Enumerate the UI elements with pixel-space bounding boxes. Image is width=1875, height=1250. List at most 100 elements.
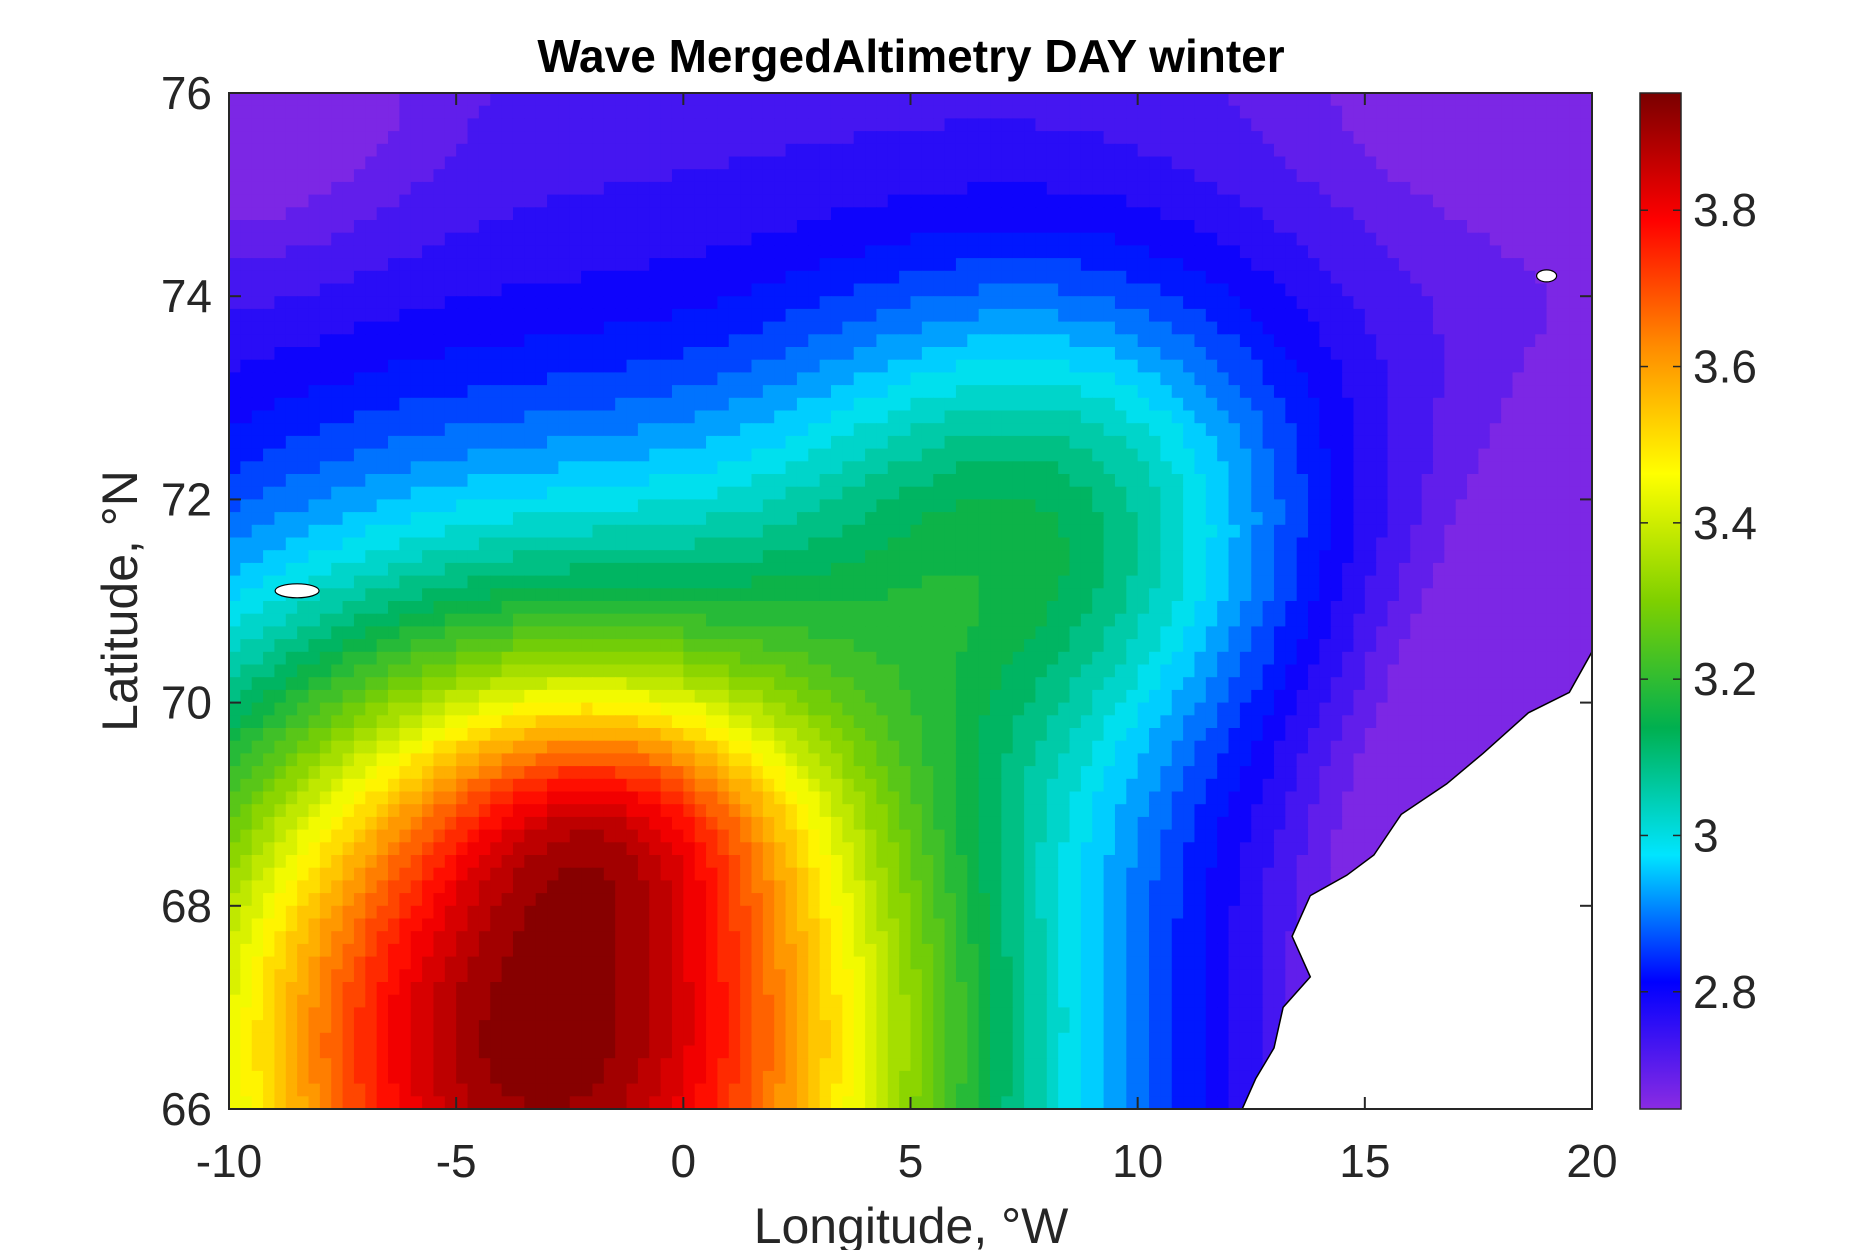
field-cell bbox=[433, 461, 446, 475]
field-cell bbox=[933, 169, 946, 183]
field-cell bbox=[490, 562, 503, 577]
field-cell bbox=[1512, 588, 1525, 602]
field-cell bbox=[1251, 499, 1264, 513]
field-cell bbox=[240, 499, 253, 513]
field-cell bbox=[1183, 245, 1196, 259]
field-cell bbox=[1444, 118, 1457, 132]
field-cell bbox=[1217, 308, 1230, 323]
field-cell bbox=[865, 499, 878, 513]
field-cell bbox=[1058, 537, 1071, 551]
field-cell bbox=[694, 474, 707, 488]
field-cell bbox=[1398, 232, 1411, 246]
field-cell bbox=[285, 613, 298, 627]
field-cell bbox=[865, 194, 878, 208]
field-cell bbox=[478, 105, 491, 119]
field-cell bbox=[1569, 270, 1582, 285]
field-cell bbox=[1557, 169, 1570, 183]
field-cell bbox=[1580, 385, 1592, 399]
field-cell bbox=[1444, 270, 1457, 285]
field-cell bbox=[1262, 474, 1275, 488]
field-cell bbox=[808, 105, 821, 119]
field-cell bbox=[876, 321, 889, 335]
field-cell bbox=[1183, 270, 1196, 285]
field-cell bbox=[467, 397, 480, 412]
field-cell bbox=[955, 601, 968, 615]
field-cell bbox=[342, 181, 355, 196]
field-cell bbox=[1489, 601, 1502, 615]
field-cell bbox=[1398, 181, 1411, 196]
field-cell bbox=[1001, 207, 1014, 221]
field-cell bbox=[978, 512, 991, 526]
field-cell bbox=[1092, 347, 1105, 361]
field-cell bbox=[1421, 283, 1434, 297]
field-cell bbox=[1523, 550, 1536, 564]
field-cell bbox=[1455, 131, 1468, 145]
field-cell bbox=[1467, 448, 1480, 462]
field-cell bbox=[1239, 194, 1252, 208]
field-cell bbox=[944, 359, 957, 373]
field-cell bbox=[683, 537, 696, 551]
field-cell bbox=[660, 220, 673, 234]
field-cell bbox=[547, 245, 559, 259]
field-cell bbox=[887, 423, 900, 437]
field-cell bbox=[717, 181, 730, 196]
field-cell bbox=[615, 232, 628, 246]
field-cell bbox=[785, 474, 798, 488]
field-cell bbox=[1024, 321, 1037, 335]
field-cell bbox=[1080, 562, 1093, 577]
field-cell bbox=[842, 321, 855, 335]
field-cell bbox=[1262, 524, 1275, 539]
field-cell bbox=[399, 181, 412, 196]
field-cell bbox=[865, 448, 878, 462]
field-cell bbox=[660, 499, 673, 513]
field-cell bbox=[1149, 435, 1161, 450]
field-cell bbox=[388, 461, 400, 475]
field-cell bbox=[967, 486, 980, 500]
field-cell bbox=[1444, 232, 1457, 246]
field-cell bbox=[615, 562, 628, 577]
field-cell bbox=[1171, 562, 1184, 577]
field-cell bbox=[1171, 448, 1184, 462]
field-cell bbox=[819, 499, 832, 513]
field-cell bbox=[1353, 486, 1366, 500]
field-cell bbox=[1478, 131, 1491, 145]
field-cell bbox=[865, 613, 878, 627]
field-cell bbox=[910, 613, 923, 627]
field-cell bbox=[603, 270, 616, 285]
field-cell bbox=[671, 550, 684, 564]
field-cell bbox=[1058, 220, 1071, 234]
field-cell bbox=[865, 474, 878, 488]
field-cell bbox=[762, 448, 775, 462]
field-cell bbox=[1523, 258, 1536, 272]
field-cell bbox=[955, 169, 968, 183]
field-cell bbox=[240, 131, 253, 145]
field-cell bbox=[422, 181, 435, 196]
field-cell bbox=[444, 601, 457, 615]
field-cell bbox=[649, 550, 662, 564]
field-cell bbox=[1080, 93, 1093, 107]
field-cell bbox=[603, 118, 616, 132]
field-cell bbox=[1149, 118, 1161, 132]
field-cell bbox=[1046, 131, 1059, 145]
field-cell bbox=[933, 512, 946, 526]
field-cell bbox=[1580, 207, 1592, 221]
field-cell bbox=[285, 321, 298, 335]
field-cell bbox=[410, 562, 423, 577]
field-cell bbox=[1557, 397, 1570, 412]
field-cell bbox=[1421, 524, 1434, 539]
field-cell bbox=[422, 283, 435, 297]
field-cell bbox=[467, 385, 480, 399]
field-cell bbox=[1353, 232, 1366, 246]
field-cell bbox=[933, 220, 946, 234]
field-cell bbox=[1432, 93, 1445, 107]
field-cell bbox=[921, 283, 934, 297]
field-cell bbox=[1205, 524, 1218, 539]
field-cell bbox=[808, 461, 821, 475]
field-cell bbox=[819, 575, 832, 589]
field-cell bbox=[1035, 245, 1048, 259]
field-cell bbox=[456, 207, 469, 221]
field-cell bbox=[1387, 308, 1400, 323]
field-cell bbox=[728, 410, 741, 424]
field-cell bbox=[1421, 131, 1434, 145]
field-cell bbox=[910, 359, 923, 373]
